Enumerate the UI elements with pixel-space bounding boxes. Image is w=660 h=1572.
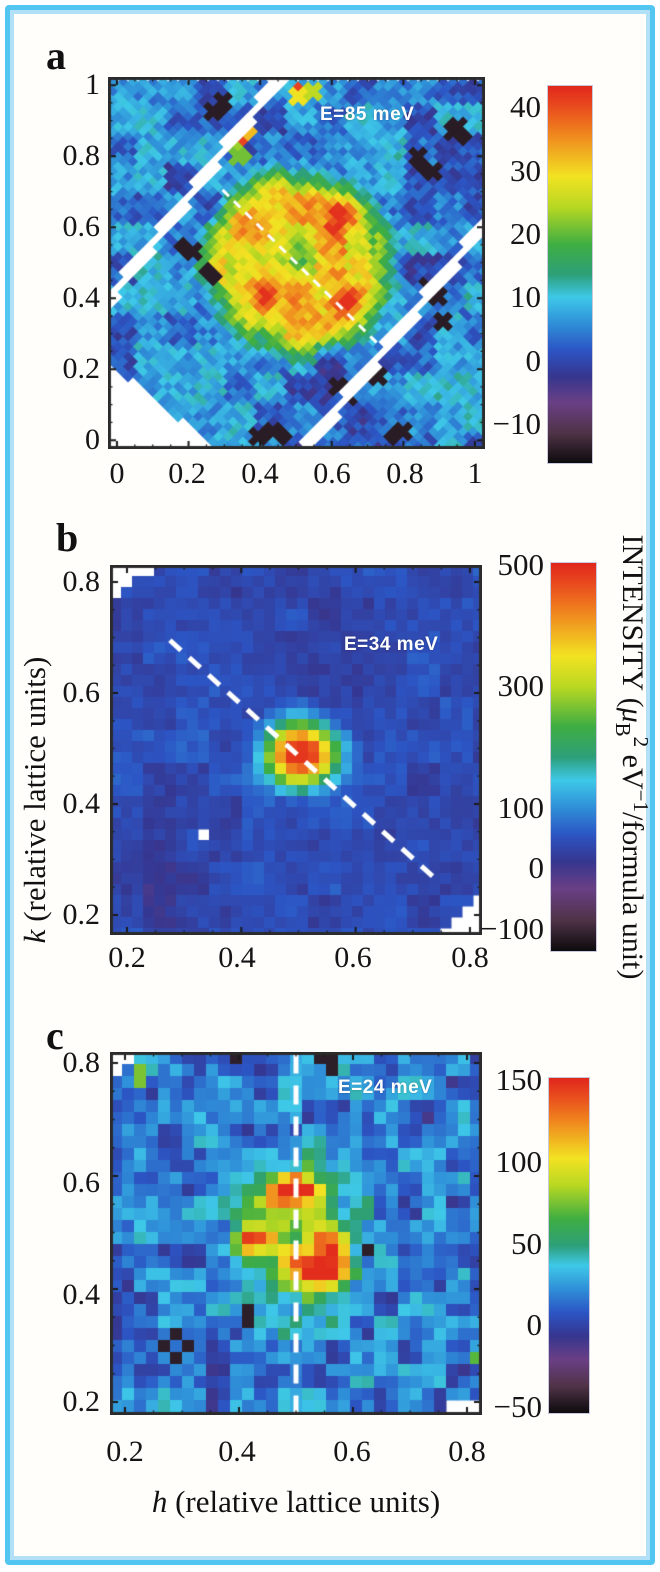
intensity-label-mu: μ	[616, 707, 649, 723]
panel-b-x-tick: 0.6	[334, 941, 372, 974]
panel-b-colorbar-tick: −100	[480, 910, 544, 946]
panel-b-x-tick: 0.8	[451, 941, 489, 974]
panel-b-energy-annotation: E=34 meV	[344, 634, 439, 655]
panel-b-x-tick: 0.4	[218, 941, 256, 974]
panel-a-colorbar	[547, 85, 593, 464]
panel-c-colorbar-tick: −50	[493, 1389, 542, 1425]
intensity-label-sup-2: 2	[629, 736, 653, 748]
panel-a-letter: a	[46, 33, 66, 78]
intensity-label-sup-m1: −1	[629, 789, 653, 812]
panel-b-colorbar-tick: 500	[497, 547, 545, 583]
panel-a-colorbar-tick: 20	[510, 215, 541, 251]
intensity-label-sub-b: B	[611, 722, 635, 737]
panel-c-letter: c	[46, 1013, 64, 1058]
panel-a-x-tick: 0.6	[313, 457, 351, 490]
panel-c-x-tick: 0.8	[448, 1435, 486, 1468]
panel-a-y-tick: 1	[85, 68, 100, 101]
panel-c-colorbar-tick: 50	[511, 1225, 542, 1261]
panel-a-x-tick: 0.8	[386, 457, 424, 490]
panel-c-x-tick: 0.4	[218, 1435, 256, 1468]
panel-c-energy-annotation: E=24 meV	[338, 1077, 433, 1098]
panel-a-y-tick: 0.2	[62, 352, 101, 385]
panel-b-y-tick: 0.4	[62, 787, 101, 820]
panel-b-x-tick: 0.2	[108, 941, 146, 974]
panel-a-x-tick: 0.4	[241, 457, 279, 490]
panel-a-heatmap	[108, 77, 485, 449]
panel-c-x-tick: 0.6	[333, 1435, 371, 1468]
panel-a-colorbar-tick: 10	[510, 279, 541, 315]
panel-b-heatmap	[110, 565, 482, 935]
panel-c-colorbar-tick: 100	[495, 1143, 543, 1179]
panel-b-colorbar-tick: 300	[497, 668, 545, 704]
panel-c-heatmap	[110, 1052, 482, 1415]
panel-a-x-tick: 1	[467, 457, 483, 490]
panel-b-y-tick: 0.6	[62, 676, 101, 709]
intensity-label-post: /formula unit)	[616, 811, 649, 980]
panel-c-colorbar-tick: 150	[495, 1062, 543, 1098]
panel-a-colorbar-tick: 0	[525, 342, 542, 378]
intensity-label-ev: eV	[616, 747, 649, 790]
panel-c-y-tick: 0.6	[62, 1166, 101, 1199]
x-axis-label-units: (relative lattice units)	[167, 1484, 441, 1519]
panel-a-x-tick: 0.2	[168, 457, 206, 490]
panel-a-energy-annotation: E=85 meV	[320, 104, 415, 125]
panel-a-colorbar-tick: 40	[510, 89, 541, 125]
x-axis-label: h (relative lattice units)	[116, 1484, 476, 1520]
panel-b-colorbar-tick: 0	[528, 850, 545, 886]
panel-a-colorbar-tick: 30	[510, 152, 541, 188]
panel-c-x-tick: 0.2	[106, 1435, 144, 1468]
intensity-axis-label: INTENSITY (μB2 eV−1/formula unit)	[611, 443, 653, 1071]
panel-a-y-tick: 0.4	[62, 281, 101, 314]
panel-a-colorbar-tick: −10	[492, 405, 541, 441]
panel-a-y-tick: 0.6	[62, 210, 101, 243]
panel-b-y-tick: 0.2	[62, 898, 101, 931]
panel-b-letter: b	[56, 515, 79, 560]
panel-b-colorbar	[550, 562, 597, 952]
panel-c-colorbar	[548, 1077, 590, 1414]
panel-c-y-tick: 0.4	[62, 1278, 101, 1311]
panel-a-y-tick: 0.8	[62, 139, 101, 172]
panel-a-y-tick: 0	[85, 423, 100, 456]
panel-b-colorbar-tick: 100	[497, 789, 545, 825]
panel-b-y-tick: 0.8	[62, 565, 101, 598]
panel-c-y-tick: 0.2	[62, 1385, 101, 1418]
panel-a-x-tick: 0	[109, 457, 125, 490]
x-axis-label-symbol: h	[151, 1484, 168, 1519]
panel-c-y-tick: 0.8	[62, 1046, 101, 1079]
panel-c-colorbar-tick: 0	[526, 1307, 543, 1343]
intensity-label-pre: INTENSITY (	[616, 534, 649, 708]
